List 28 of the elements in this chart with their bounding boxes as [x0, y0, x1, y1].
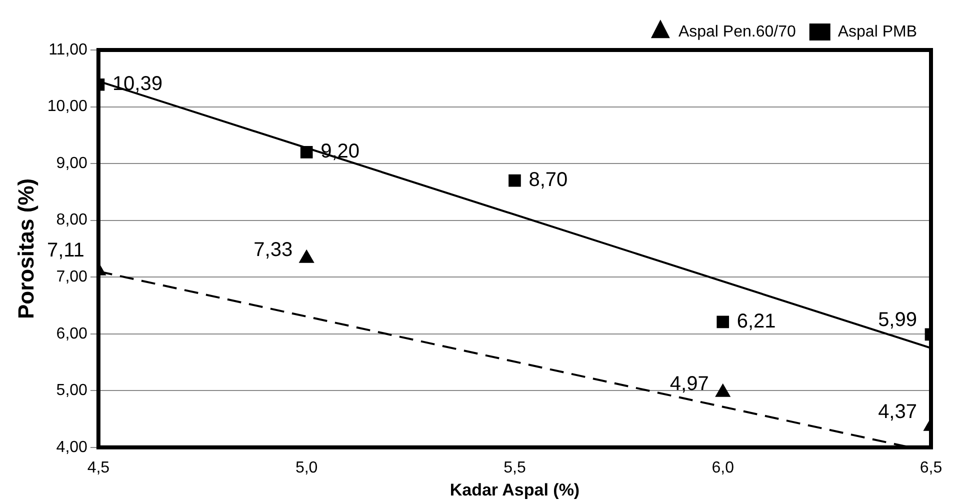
- data-label: 4,97: [670, 372, 709, 395]
- x-axis-title: Kadar Aspal (%): [450, 480, 580, 500]
- y-tick-label: 5,00: [56, 382, 88, 400]
- data-label: 9,20: [320, 140, 360, 163]
- y-tick-label: 6,00: [56, 325, 88, 342]
- data-label: 5,99: [878, 308, 917, 331]
- x-tick-label: 6,0: [712, 459, 734, 476]
- data-label: 6,21: [736, 310, 776, 332]
- data-label: 7,33: [254, 238, 293, 261]
- data-label: 10,39: [112, 73, 162, 96]
- y-tick-label: 8,00: [56, 212, 88, 229]
- y-tick-label: 9,00: [56, 154, 88, 172]
- legend-label: Aspal PMB: [838, 23, 917, 40]
- legend-label: Aspal Pen.60/70: [678, 23, 796, 40]
- x-tick-label: 5,0: [295, 459, 318, 476]
- y-tick-label: 11,00: [48, 41, 88, 58]
- data-label: 4,37: [878, 400, 917, 423]
- y-tick-label: 4,00: [56, 438, 88, 456]
- point: [508, 174, 521, 187]
- x-tick-label: 5,5: [504, 459, 526, 476]
- y-tick-label: 10,00: [47, 98, 88, 116]
- y-axis-title: Porositas (%): [13, 178, 38, 319]
- data-label: 8,70: [528, 169, 568, 192]
- y-tick-label: 7,00: [56, 268, 88, 286]
- x-tick-label: 4,5: [87, 459, 110, 476]
- x-tick-label: 6,5: [920, 459, 942, 476]
- point: [300, 146, 313, 158]
- data-label: 7,11: [46, 239, 84, 262]
